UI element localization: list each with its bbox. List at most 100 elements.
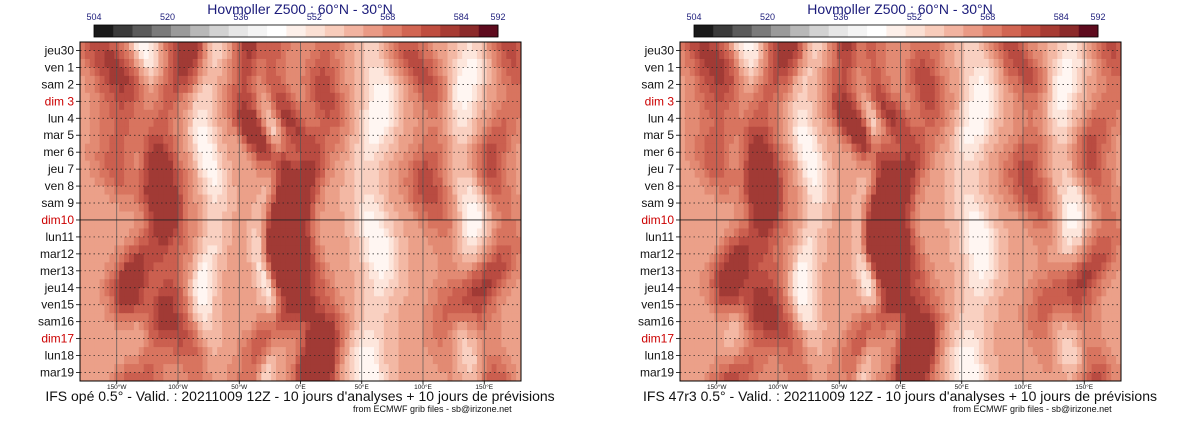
colorbar-tick-label: 504	[686, 12, 701, 22]
day-label: dim17	[641, 332, 674, 346]
day-label: mar12	[640, 247, 674, 261]
day-label: dim 3	[45, 94, 75, 108]
longitude-tick-label: 100°W	[168, 383, 188, 391]
day-label: lun18	[645, 349, 675, 363]
day-label: sam 9	[641, 196, 674, 210]
colorbar-swatch	[713, 25, 733, 37]
colorbar-swatch	[1001, 25, 1022, 37]
colorbar-tick-label: 552	[907, 12, 922, 22]
colorbar-tick-label: 584	[454, 12, 469, 22]
day-label: jeu30	[644, 43, 675, 57]
day-label: mar19	[40, 366, 74, 380]
longitude-tick-label: 150°W	[107, 383, 127, 391]
colorbar-swatch	[905, 25, 926, 37]
longitude-tick-label: 100°E	[414, 383, 432, 391]
hovmoller-chart: 504 520 536 552 568 584 592 jeu30 ven 1 sam 2 dim …	[638, 12, 1122, 391]
day-label: jeu 7	[647, 162, 674, 176]
day-label: mer13	[640, 264, 674, 278]
day-label: lun11	[646, 230, 675, 244]
colorbar-swatch	[732, 25, 753, 37]
day-label: sam 2	[41, 77, 74, 91]
colorbar-swatch	[151, 25, 172, 37]
day-label: mar 5	[643, 128, 674, 142]
day-label: jeu14	[44, 281, 75, 295]
colorbar-swatch	[886, 25, 907, 37]
colorbar-swatch	[847, 25, 868, 37]
day-label: ven15	[41, 298, 74, 312]
colorbar-swatch	[809, 25, 830, 37]
colorbar-tick-label: 520	[160, 12, 175, 22]
colorbar-swatch	[944, 25, 964, 37]
day-label: lun18	[45, 349, 75, 363]
colorbar-tick-label: 568	[380, 12, 395, 22]
colorbar-tick-label: 592	[490, 12, 505, 22]
longitude-tick-label: 100°E	[1014, 383, 1032, 391]
day-label: ven 8	[45, 179, 75, 193]
day-label: ven15	[641, 298, 674, 312]
day-label: mar 5	[43, 128, 74, 142]
colorbar-swatch	[1078, 25, 1099, 37]
longitude-gridlines	[116, 42, 485, 381]
longitude-axis: 150°W 100°W 50°W 0°E 50°E 100°E 150°E	[107, 381, 494, 391]
day-label: sam 2	[641, 77, 674, 91]
day-label: ven 1	[645, 60, 675, 74]
colorbar-swatch	[94, 25, 114, 37]
colorbar-swatch	[751, 25, 772, 37]
longitude-tick-label: 50°W	[231, 383, 248, 391]
day-label: jeu14	[644, 281, 675, 295]
hovmoller-panel-operational: Hovmoller Z500 : 60°N - 30°N 504 520 536 55…	[38, 1, 555, 414]
colorbar-swatch	[770, 25, 791, 37]
longitude-tick-label: 50°W	[831, 383, 848, 391]
day-label: jeu 7	[47, 162, 74, 176]
colorbar-swatch	[1059, 25, 1080, 37]
longitude-tick-label: 150°E	[1075, 383, 1093, 391]
day-label: lun 4	[48, 111, 74, 125]
colorbar-swatch	[190, 25, 210, 37]
longitude-tick-label: 150°E	[475, 383, 493, 391]
colorbar-tick-label: 536	[233, 12, 248, 22]
longitude-axis: 150°W 100°W 50°W 0°E 50°E 100°E 150°E	[707, 381, 1094, 391]
colorbar-tick-label: 584	[1054, 12, 1069, 22]
longitude-tick-label: 150°W	[707, 383, 727, 391]
colorbar-swatch	[694, 25, 714, 37]
colorbar-swatch	[1021, 25, 1041, 37]
colorbar: 504 520 536 552 568 584 592	[686, 12, 1106, 38]
colorbar-tick-label: 536	[833, 12, 848, 22]
longitude-tick-label: 50°E	[355, 383, 370, 391]
colorbar-swatch	[790, 25, 810, 37]
colorbar-swatch	[209, 25, 230, 37]
colorbar-swatch	[1040, 25, 1061, 37]
colorbar-swatch	[440, 25, 461, 37]
hovmoller-panel-47r3: Hovmoller Z500 : 60°N - 30°N 504 520 536 55…	[600, 0, 1200, 424]
day-label: dim 3	[645, 94, 675, 108]
day-label: sam16	[638, 315, 674, 329]
credit-text: from ECMWF grib files - sb@irizone.net	[353, 404, 512, 414]
colorbar-swatch	[228, 25, 249, 37]
longitude-tick-label: 50°E	[955, 383, 970, 391]
day-label: ven 8	[645, 179, 675, 193]
colorbar-tick-label: 504	[86, 12, 101, 22]
colorbar-tick-label: 520	[760, 12, 775, 22]
colorbar-tick-label: 592	[1090, 12, 1105, 22]
chart-caption: IFS 47r3 0.5° - Valid. : 20211009 12Z - …	[643, 388, 1157, 404]
colorbar-swatch	[382, 25, 403, 37]
day-label: mer 6	[643, 145, 674, 159]
colorbar-swatch	[459, 25, 480, 37]
colorbar-swatch	[267, 25, 287, 37]
colorbar-swatch	[286, 25, 307, 37]
colorbar-tick-label: 568	[980, 12, 995, 22]
day-label: ven 1	[45, 60, 75, 74]
colorbar-swatch	[363, 25, 384, 37]
credit-text: from ECMWF grib files - sb@irizone.net	[953, 404, 1112, 414]
colorbar-tick-label: 552	[307, 12, 322, 22]
colorbar: 504 520 536 552 568 584 592	[86, 12, 506, 38]
day-label: jeu30	[44, 43, 75, 57]
day-label: mer13	[40, 264, 74, 278]
colorbar-swatch	[132, 25, 153, 37]
longitude-tick-label: 0°E	[295, 383, 306, 391]
day-label: lun11	[46, 230, 75, 244]
day-label: mar19	[640, 366, 674, 380]
day-label: dim10	[641, 213, 674, 227]
plot-area	[80, 42, 521, 381]
day-label: sam 9	[41, 196, 74, 210]
